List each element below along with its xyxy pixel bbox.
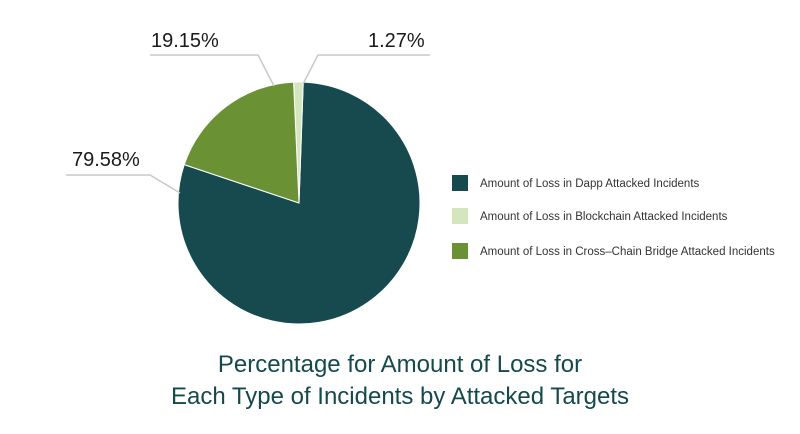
percentage-labels: 79.58% 1.27% 19.15% <box>72 30 425 171</box>
pie-slice-cross-chain-bridge <box>183 81 300 204</box>
data-label-dapp: 79.58% <box>72 149 140 171</box>
data-label-cross-chain-bridge: 19.15% <box>151 30 219 52</box>
legend-swatch-cross-chain-bridge <box>452 243 468 259</box>
leader-line-cross-chain-bridge <box>150 54 275 87</box>
pie-slices <box>177 81 421 325</box>
legend-swatch-blockchain <box>452 208 468 224</box>
leader-lines <box>66 54 430 194</box>
legend-label-blockchain: Amount of Loss in Blockchain Attacked In… <box>480 211 728 223</box>
chart-title-line-1: Percentage for Amount of Loss for <box>218 351 582 378</box>
leader-line-dapp <box>66 174 181 194</box>
legend-label-cross-chain-bridge: Amount of Loss in Cross–Chain Bridge Att… <box>480 246 775 258</box>
legend-label-dapp: Amount of Loss in Dapp Attacked Incident… <box>480 178 700 190</box>
leader-line-blockchain <box>302 54 430 85</box>
legend: Amount of Loss in Dapp Attacked Incident… <box>452 175 775 259</box>
data-label-blockchain: 1.27% <box>368 30 425 52</box>
legend-swatch-dapp <box>452 175 468 191</box>
chart-title-line-2: Each Type of Incidents by Attacked Targe… <box>171 383 629 410</box>
